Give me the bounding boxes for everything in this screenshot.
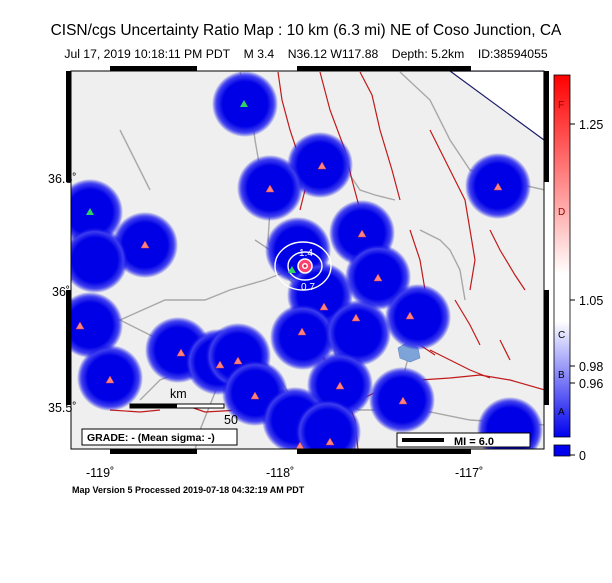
uncertainty-blobs: [71, 71, 543, 449]
x-tick-label: -118˚: [266, 466, 294, 480]
colorbar-gradient: [553, 74, 571, 438]
station-triangle-icon: [319, 302, 329, 311]
colorbar-value: 0: [579, 449, 586, 463]
uncertainty-blob: [325, 300, 391, 366]
contour-outer: [274, 241, 332, 291]
station-triangle-icon: [373, 273, 383, 282]
event-magnitude: M 3.4: [243, 47, 275, 61]
station-triangle-icon: [297, 327, 307, 336]
stations-layer: [75, 161, 516, 449]
colorbar-zero-swatch: [553, 444, 571, 457]
colorbar-value: 1.05: [579, 294, 603, 308]
station-triangle-icon: [215, 360, 225, 369]
event-depth: Depth: 5.2km: [391, 47, 465, 61]
y-tick-label: 36˚: [52, 285, 70, 299]
colorbar-value: 0.96: [579, 377, 603, 391]
frame-ticks: [66, 66, 549, 454]
colorbar-letter: C: [558, 330, 565, 341]
x-tick-label: -117˚: [455, 466, 483, 480]
uncertainty-blob: [295, 399, 361, 449]
mi-text: MI = 6.0: [454, 436, 494, 448]
map-title: CISN/cgs Uncertainty Ratio Map : 10 km (…: [50, 22, 562, 39]
station-triangle-icon: [75, 321, 85, 330]
grade-text: GRADE: - (Mean sigma: -): [87, 432, 215, 444]
epicenter-star-icon: [297, 258, 313, 274]
map-footer: Map Version 5 Processed 2019-07-18 04:32…: [72, 485, 305, 495]
station-triangle-icon: [250, 391, 260, 400]
station-triangle-icon: [317, 161, 327, 170]
uncertainty-blob: [385, 284, 451, 350]
uncertainty-blob: [71, 292, 123, 358]
station-triangle-icon: [493, 182, 503, 191]
colorbar-value: 1.25: [579, 118, 603, 132]
station-triangle-icon: [240, 100, 248, 107]
uncertainty-blob: [71, 179, 123, 245]
station-triangle-icon: [398, 396, 408, 405]
colorbar-letter: A: [558, 407, 565, 418]
uncertainty-blob: [71, 227, 128, 293]
colorbar-value: 0.98: [579, 360, 603, 374]
event-location: N36.12 W117.88: [287, 47, 379, 61]
station-triangle-icon: [335, 381, 345, 390]
station-triangle-icon: [86, 208, 94, 215]
station-triangle-icon: [265, 184, 275, 193]
station-triangle-icon: [176, 348, 186, 357]
scale-value: 50: [224, 413, 238, 427]
uncertainty-blob: [270, 304, 336, 370]
station-triangle-icon: [357, 229, 367, 238]
contour-label-inner: 0.7: [301, 282, 315, 293]
y-tick-label: 35.5˚: [48, 401, 77, 415]
grade-box: GRADE: - (Mean sigma: -): [81, 428, 238, 446]
event-info: Jul 17, 2019 10:18:11 PM PDT M 3.4 N36.1…: [0, 47, 612, 61]
contours-layer: [274, 241, 332, 291]
state-border-corner: [448, 71, 544, 141]
contour-label-outer: 1.4: [299, 248, 313, 259]
colorbar-letter: B: [558, 370, 565, 381]
mi-legend: MI = 6.0: [396, 432, 531, 448]
scale-unit: km: [170, 387, 187, 401]
station-triangle-icon: [295, 441, 305, 449]
station-triangle-icon: [405, 311, 415, 320]
y-tick-label: 36.5˚: [48, 172, 77, 186]
uncertainty-blob: [477, 397, 543, 449]
colorbar-letter: F: [558, 100, 564, 111]
x-tick-label: -119˚: [86, 466, 114, 480]
event-datetime: Jul 17, 2019 10:18:11 PM PDT: [64, 47, 231, 61]
event-id: ID:38594055: [477, 47, 548, 61]
colorbar: F D C B A 1.25 1.05 0.98 0.96 0: [553, 74, 603, 463]
contour-inner: [287, 251, 323, 281]
scale-bar: km 50: [129, 387, 238, 427]
station-triangle-icon: [105, 375, 115, 384]
station-triangle-icon: [351, 313, 361, 322]
colorbar-letter: D: [558, 207, 565, 218]
station-triangle-icon: [233, 356, 243, 365]
station-triangle-icon: [288, 266, 296, 273]
station-triangle-icon: [325, 437, 335, 446]
station-triangle-icon: [140, 240, 150, 249]
